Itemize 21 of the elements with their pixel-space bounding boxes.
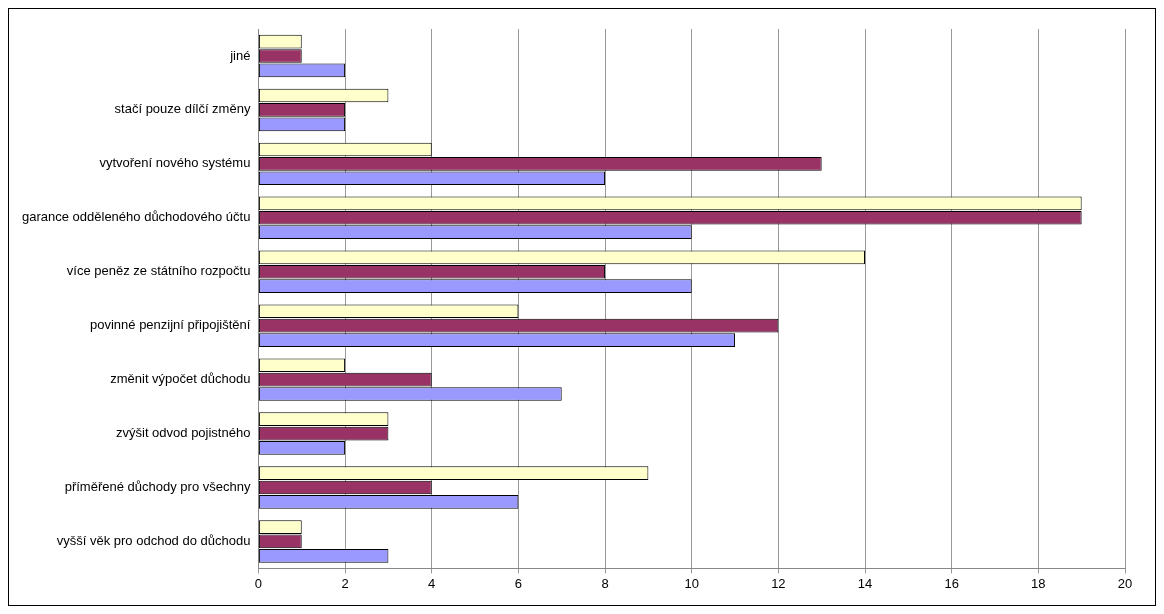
y-tick-label: vyšší věk pro odchod do důchodu: [56, 533, 251, 549]
x-tick-label: 18: [1031, 575, 1046, 591]
x-tick-label: 6: [514, 575, 523, 591]
y-tick-label: jiné: [229, 47, 251, 63]
y-tick-label: stačí pouze dílčí změny: [114, 101, 251, 117]
x-tick-label: 10: [684, 575, 699, 591]
y-tick-label: vytvoření nového systému: [99, 155, 251, 171]
y-tick-label: příměřené důchody pro všechny: [64, 479, 251, 495]
x-tick-label: 12: [771, 575, 786, 591]
x-tick-label: 2: [341, 575, 349, 591]
y-tick-label: zvýšit odvod pojistného: [115, 425, 251, 441]
x-tick-label: 16: [944, 575, 959, 591]
y-tick-label: změnit výpočet důchodu: [110, 371, 251, 387]
y-tick-label: povinné penzijní připojištění: [89, 317, 251, 333]
x-tick-label: 14: [857, 575, 873, 591]
y-tick-label: více peněz ze státního rozpočtu: [66, 263, 251, 279]
x-tick-label: 4: [428, 575, 436, 591]
x-tick-label: 20: [1117, 575, 1133, 591]
x-tick-label: 8: [601, 575, 609, 591]
y-tick-label: garance odděleného důchodového účtu: [21, 209, 251, 225]
x-tick-label: 0: [254, 575, 263, 591]
